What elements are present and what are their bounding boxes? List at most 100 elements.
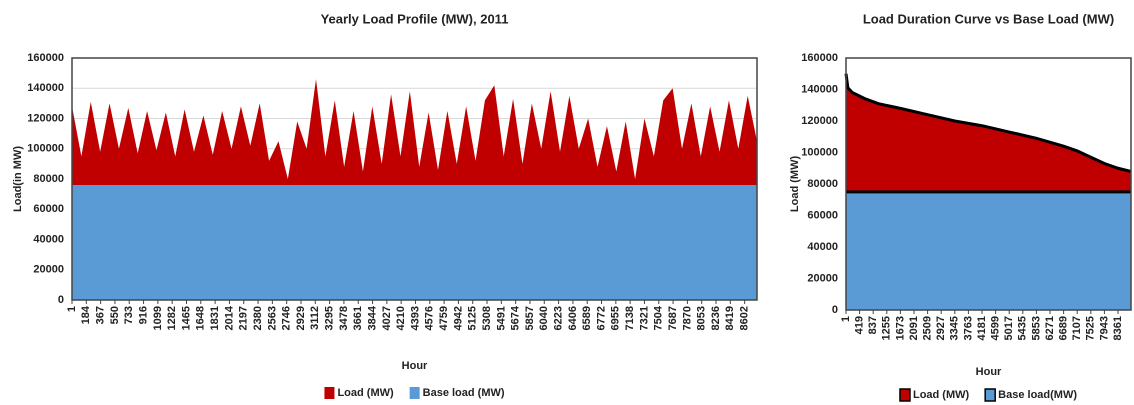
x-tick-label: 2746 xyxy=(281,306,293,330)
y-tick-label: 140000 xyxy=(801,83,838,95)
y-tick-label: 60000 xyxy=(33,203,64,215)
x-tick-label: 7138 xyxy=(624,306,636,330)
x-tick-label: 1255 xyxy=(881,316,893,340)
x-tick-label: 1648 xyxy=(195,306,207,330)
x-tick-label: 1282 xyxy=(166,306,178,330)
chart-title: Yearly Load Profile (MW), 2011 xyxy=(321,11,509,26)
x-tick-label: 4576 xyxy=(424,306,436,330)
x-tick-label: 4181 xyxy=(976,316,988,340)
legend: Load (MW) Base load (MW) xyxy=(324,387,505,399)
x-tick-label: 3844 xyxy=(366,305,378,330)
y-axis-label: Load(in MW) xyxy=(12,146,24,212)
x-tick-label: 7504 xyxy=(653,305,665,330)
x-tick-label: 7321 xyxy=(638,306,650,330)
x-tick-label: 1099 xyxy=(152,306,164,330)
plot-frame xyxy=(845,57,1132,311)
x-tick-label: 2509 xyxy=(922,316,934,340)
y-tick-label: 120000 xyxy=(801,115,838,127)
x-tick-label: 3661 xyxy=(352,306,364,330)
y-tick-label: 160000 xyxy=(801,52,838,64)
y-tick-label: 80000 xyxy=(33,173,64,185)
x-tick-label: 2091 xyxy=(908,316,920,340)
x-tick-label: 4942 xyxy=(452,306,464,330)
x-tick-label: 7525 xyxy=(1085,316,1097,340)
legend-swatch xyxy=(984,388,996,402)
x-tick-label: 8419 xyxy=(724,306,736,330)
x-tick-label: 6772 xyxy=(595,306,607,330)
x-tick-label: 6271 xyxy=(1044,316,1056,340)
x-tick-label: 1465 xyxy=(180,306,192,330)
x-tick-label: 3295 xyxy=(324,306,336,330)
x-tick-label: 1673 xyxy=(894,316,906,340)
x-tick-label: 2929 xyxy=(295,306,307,330)
x-tick-label: 3478 xyxy=(338,306,350,330)
legend-swatch xyxy=(899,388,911,402)
x-tick-label: 5491 xyxy=(495,306,507,330)
x-tick-label: 3112 xyxy=(309,306,321,330)
x-tick-label: 6955 xyxy=(610,306,622,330)
y-axis-label: Load (MW) xyxy=(789,156,801,213)
x-tick-label: 5017 xyxy=(1003,316,1015,340)
y-tick-label: 0 xyxy=(58,294,64,306)
x-axis-label: Hour xyxy=(976,366,1002,378)
x-tick-label: 733 xyxy=(123,306,135,324)
y-tick-label: 20000 xyxy=(33,264,64,276)
y-tick-label: 100000 xyxy=(27,143,64,155)
x-tick-label: 7943 xyxy=(1098,316,1110,340)
x-tick-label: 1 xyxy=(840,316,852,322)
plot-frame xyxy=(71,57,758,301)
x-tick-label: 5674 xyxy=(510,305,522,330)
x-tick-label: 4759 xyxy=(438,306,450,330)
y-tick-label: 20000 xyxy=(807,272,838,284)
x-tick-label: 4027 xyxy=(381,306,393,330)
x-tick-label: 1 xyxy=(66,306,78,312)
x-tick-label: 7107 xyxy=(1071,316,1083,340)
x-tick-label: 2380 xyxy=(252,306,264,330)
x-tick-label: 1831 xyxy=(209,306,221,330)
x-tick-label: 7687 xyxy=(667,306,679,330)
x-tick-label: 2563 xyxy=(266,306,278,330)
x-tick-label: 6223 xyxy=(552,306,564,330)
y-tick-label: 60000 xyxy=(807,209,838,221)
x-tick-label: 916 xyxy=(137,306,149,324)
legend: Load (MW) Base load(MW) xyxy=(899,388,1077,402)
y-tick-label: 100000 xyxy=(801,146,838,158)
x-tick-label: 7870 xyxy=(681,306,693,330)
y-tick-label: 80000 xyxy=(807,178,838,190)
x-tick-label: 6040 xyxy=(538,306,550,330)
x-tick-label: 419 xyxy=(854,316,866,334)
legend-label: Load (MW) xyxy=(337,387,394,399)
x-tick-label: 3763 xyxy=(962,316,974,340)
x-tick-label: 4210 xyxy=(395,306,407,330)
legend-swatch xyxy=(409,387,420,399)
x-tick-label: 837 xyxy=(867,316,879,334)
x-tick-label: 2014 xyxy=(223,305,235,330)
area xyxy=(72,185,757,300)
x-tick-label: 8236 xyxy=(710,306,722,330)
legend-swatch xyxy=(324,387,335,399)
area-edge xyxy=(844,73,1132,173)
x-tick-label: 5125 xyxy=(467,306,479,330)
legend-label: Base load(MW) xyxy=(998,389,1077,401)
x-tick-label: 2927 xyxy=(935,316,947,340)
y-tick-label: 40000 xyxy=(33,233,64,245)
x-tick-label: 184 xyxy=(80,305,92,324)
y-tick-label: 140000 xyxy=(27,82,64,94)
area xyxy=(846,191,1131,310)
x-tick-label: 5853 xyxy=(1030,316,1042,340)
y-tick-label: 0 xyxy=(832,304,838,316)
x-tick-label: 2197 xyxy=(238,306,250,330)
y-tick-label: 160000 xyxy=(27,52,64,64)
x-tick-label: 8053 xyxy=(696,306,708,330)
x-tick-label: 4393 xyxy=(409,306,421,330)
x-tick-label: 6689 xyxy=(1058,316,1070,340)
x-tick-label: 5435 xyxy=(1017,316,1029,340)
x-tick-label: 367 xyxy=(95,306,107,324)
x-tick-label: 550 xyxy=(109,306,121,324)
y-tick-label: 40000 xyxy=(807,241,838,253)
chart-title: Load Duration Curve vs Base Load (MW) xyxy=(863,11,1114,26)
x-tick-label: 6589 xyxy=(581,306,593,330)
y-tick-label: 120000 xyxy=(27,112,64,124)
legend-label: Load (MW) xyxy=(913,389,970,401)
